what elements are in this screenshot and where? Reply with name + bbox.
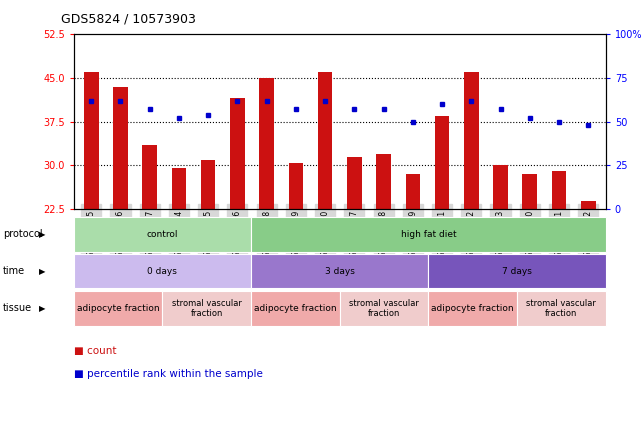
Bar [84, 72, 99, 209]
Text: time: time [3, 266, 26, 276]
Text: tissue: tissue [3, 303, 32, 313]
Text: ▶: ▶ [39, 266, 46, 276]
Text: ▶: ▶ [39, 304, 46, 313]
Bar [201, 159, 215, 209]
Text: ▶: ▶ [39, 230, 46, 239]
Bar [552, 171, 566, 209]
Text: stromal vascular
fraction: stromal vascular fraction [172, 299, 242, 318]
Text: ■ percentile rank within the sample: ■ percentile rank within the sample [74, 369, 263, 379]
Bar [493, 165, 508, 209]
Text: adipocyte fraction: adipocyte fraction [77, 304, 160, 313]
Bar [113, 87, 128, 209]
Text: adipocyte fraction: adipocyte fraction [431, 304, 514, 313]
Bar [288, 162, 303, 209]
Text: ■ count: ■ count [74, 346, 116, 356]
Text: stromal vascular
fraction: stromal vascular fraction [526, 299, 596, 318]
Text: 7 days: 7 days [502, 266, 532, 276]
Bar [318, 72, 333, 209]
Bar [464, 72, 479, 209]
Bar [581, 201, 595, 209]
Text: control: control [147, 230, 178, 239]
Bar [230, 98, 245, 209]
Bar [260, 78, 274, 209]
Text: 3 days: 3 days [325, 266, 354, 276]
Bar [376, 154, 391, 209]
Bar [347, 157, 362, 209]
Bar [172, 168, 187, 209]
Bar [142, 145, 157, 209]
Text: high fat diet: high fat diet [401, 230, 456, 239]
Text: adipocyte fraction: adipocyte fraction [254, 304, 337, 313]
Text: 0 days: 0 days [147, 266, 178, 276]
Bar [522, 174, 537, 209]
Text: GDS5824 / 10573903: GDS5824 / 10573903 [61, 12, 196, 25]
Bar [406, 174, 420, 209]
Text: protocol: protocol [3, 229, 43, 239]
Bar [435, 116, 449, 209]
Text: stromal vascular
fraction: stromal vascular fraction [349, 299, 419, 318]
